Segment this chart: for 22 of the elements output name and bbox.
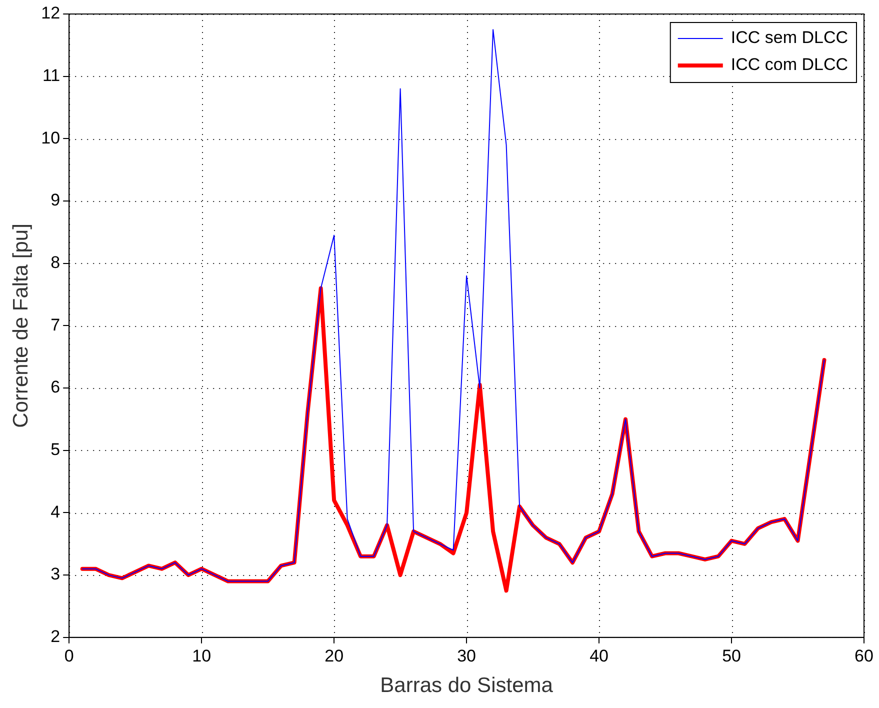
y-tick-label: 3 <box>50 564 60 584</box>
x-tick-label: 60 <box>854 646 874 666</box>
y-tick-label: 9 <box>50 190 60 210</box>
x-tick-label: 0 <box>64 646 74 666</box>
legend-label: ICC com DLCC <box>730 55 848 74</box>
y-tick-label: 12 <box>41 4 60 23</box>
x-axis-title: Barras do Sistema <box>380 674 554 698</box>
x-tick-label: 40 <box>590 646 608 666</box>
y-tick-label: 7 <box>50 315 60 334</box>
y-tick-label: 10 <box>41 128 60 148</box>
y-tick-label: 2 <box>50 627 60 646</box>
y-tick-label: 6 <box>50 378 60 397</box>
y-axis-title: Corrente de Falta [pu] <box>9 224 32 428</box>
y-tick-label: 11 <box>42 66 60 86</box>
x-tick-label: 50 <box>722 646 741 666</box>
x-tick-label: 20 <box>324 646 344 666</box>
legend-label: ICC sem DLCC <box>730 28 848 48</box>
x-tick-label: 10 <box>192 646 212 666</box>
y-tick-label: 5 <box>50 440 60 460</box>
x-tick-label: 30 <box>457 646 476 666</box>
y-tick-label: 4 <box>50 502 60 522</box>
y-tick-label: 8 <box>50 253 60 272</box>
